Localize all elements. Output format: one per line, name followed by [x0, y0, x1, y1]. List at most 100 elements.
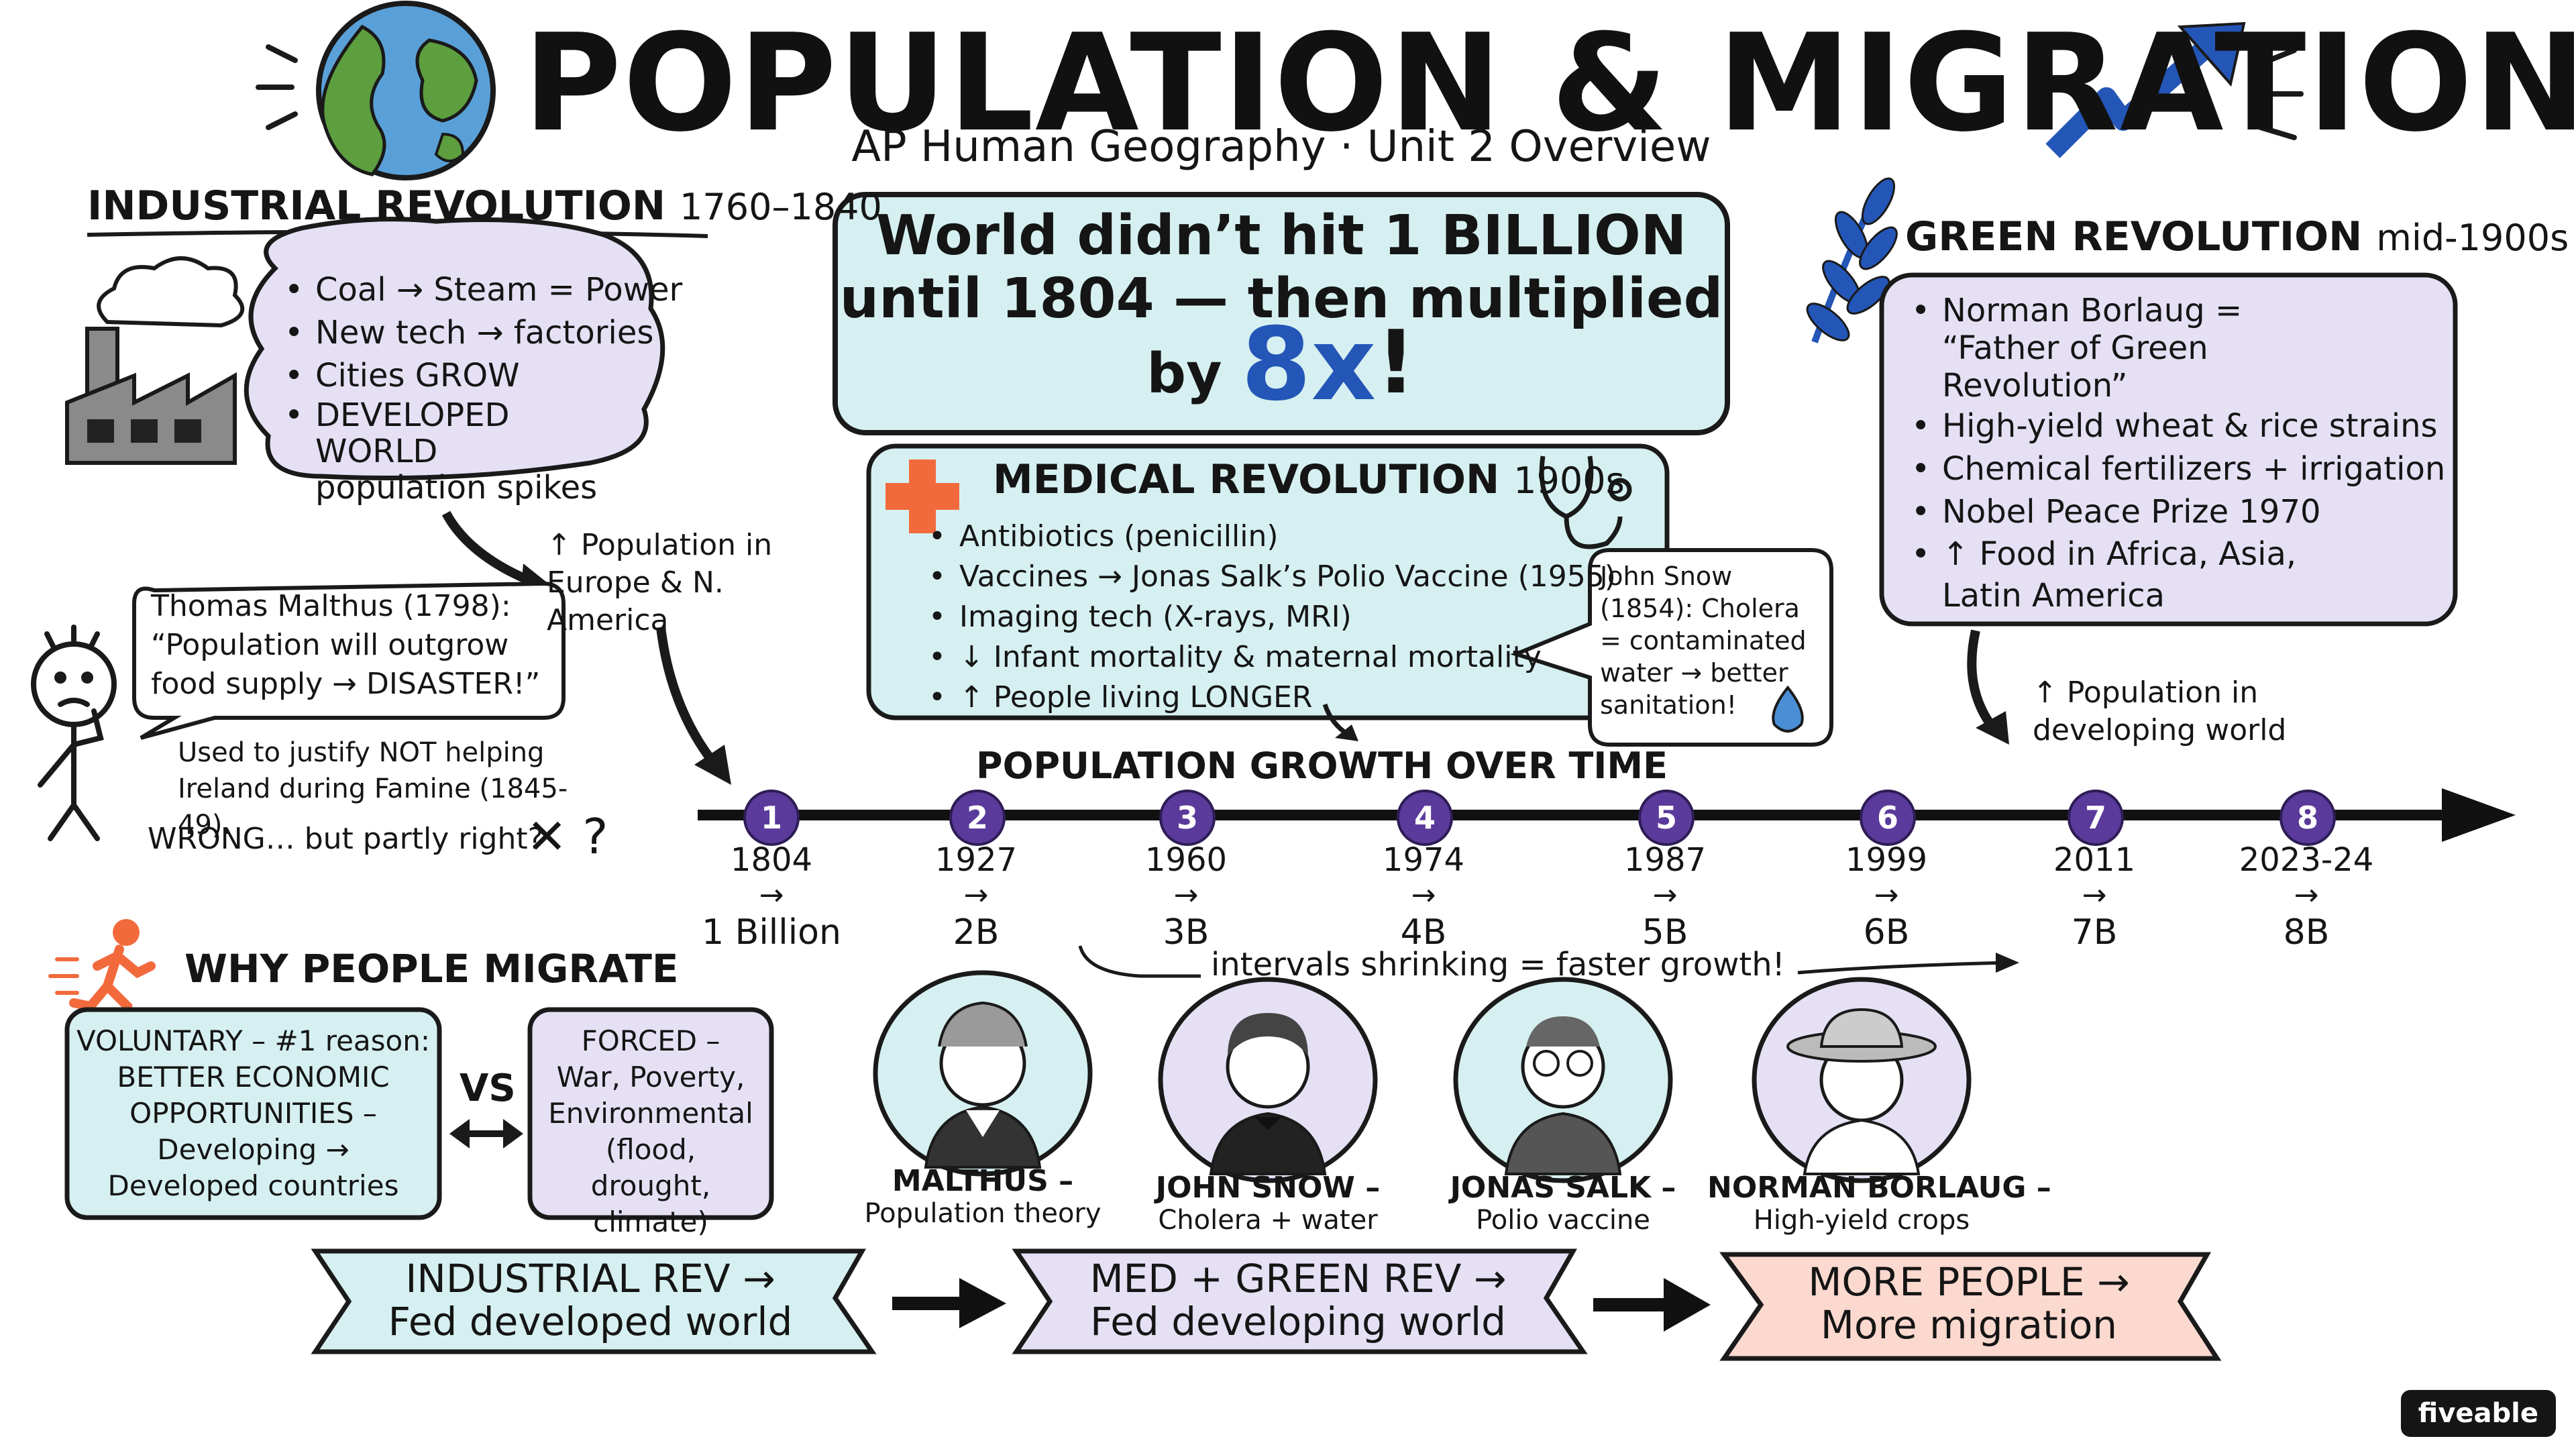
industrial-dates: 1760–1840: [680, 186, 882, 228]
green-item: High-yield wheat & rice strains: [1911, 405, 2472, 447]
snow-note: John Snow (1854): Cholera = contaminated…: [1600, 561, 1807, 720]
green-item: Norman Borlaug = “Father of Green Revolu…: [1911, 292, 2318, 405]
question-marks-icon: ✕ ?: [527, 808, 608, 865]
green-arrow-note: ↑ Population in developing world: [2033, 676, 2287, 747]
timeline-note: intervals shrinking = faster growth!: [1211, 946, 1785, 983]
trend-up-arrow-icon: [2045, 21, 2246, 158]
medical-list: Antibiotics (penicillin) Vaccines → Jona…: [926, 517, 1616, 718]
forced-reasons: War, Poverty, Environmental (flood, drou…: [548, 1061, 753, 1238]
billion-line1: World didn’t hit 1 BILLION: [875, 204, 1687, 268]
ribbon-3: [1719, 1252, 2222, 1361]
medical-item: ↑ People living LONGER: [928, 678, 1616, 718]
industrial-item: Coal → Steam = Power: [284, 268, 682, 311]
timeline-label: 1927 → 2B: [934, 841, 1018, 953]
malthus-speaker: Thomas Malthus (1798):: [151, 589, 511, 623]
green-heading: GREEN REVOLUTION mid-1900s: [1905, 213, 2569, 260]
malthus-quote: Thomas Malthus (1798): “Population will …: [151, 587, 553, 704]
timeline-label: 1987 → 5B: [1623, 841, 1707, 953]
green-item: Chemical fertilizers + irrigation: [1911, 447, 2472, 490]
timeline-node: 4: [1397, 790, 1453, 846]
ribbon-2: [1012, 1248, 1588, 1354]
timeline-label: 2011 → 7B: [2053, 841, 2136, 953]
voluntary-text: VOLUNTARY – #1 reason: BETTER ECONOMIC O…: [67, 1023, 439, 1204]
timeline-node: 6: [1860, 790, 1916, 846]
double-arrow-icon: [449, 1119, 523, 1148]
billion-line2: until 1804 — then multiplied: [839, 267, 1723, 331]
medical-item: ↓ Infant mortality & maternal mortality: [928, 637, 1616, 678]
ribbon-1: [311, 1248, 877, 1354]
timeline-node: 7: [2068, 790, 2124, 846]
timeline-label: 2023-24 → 8B: [2239, 841, 2374, 953]
voluntary-label: VOLUNTARY – #1 reason:: [76, 1024, 431, 1057]
ribbon-1-text: INDUSTRIAL REV → Fed developed world: [388, 1256, 793, 1344]
industrial-list: Coal → Steam = Power New tech → factorie…: [282, 268, 682, 506]
ribbon-2-text: MED + GREEN REV → Fed developing world: [1089, 1256, 1507, 1344]
malthus-speech-bubble: [132, 581, 566, 740]
wheat-icon: [1806, 177, 1898, 343]
malthus-verdict: WRONG… but partly right?: [148, 822, 543, 856]
timeline-node: 3: [1159, 790, 1216, 846]
vs-label: VS: [460, 1067, 516, 1110]
medical-dates: 1900s: [1513, 460, 1625, 502]
industrial-heading: INDUSTRIAL REVOLUTION 1760–1840: [87, 182, 882, 229]
malthus-note: Used to justify NOT helping Ireland duri…: [178, 737, 568, 841]
worried-person-icon: [31, 625, 117, 841]
running-person-icon: [48, 919, 156, 1031]
industrial-heading-text: INDUSTRIAL REVOLUTION: [87, 182, 666, 229]
green-item: Nobel Peace Prize 1970: [1911, 490, 2472, 533]
forced-label: FORCED –: [581, 1024, 720, 1057]
malthus-quote-text: “Population will outgrow food supply → D…: [151, 628, 541, 701]
industrial-item: Cities GROW: [284, 354, 682, 397]
timeline-node: 1: [743, 790, 800, 846]
green-item: ↑ Food in Africa, Asia, Latin America: [1911, 533, 2358, 616]
timeline-heading: POPULATION GROWTH OVER TIME: [976, 745, 1668, 787]
motion-lines: [256, 44, 2304, 140]
forced-box: [527, 1007, 774, 1220]
green-list: Norman Borlaug = “Father of Green Revolu…: [1909, 292, 2472, 616]
globe-icon: [316, 1, 496, 180]
billion-text: World didn’t hit 1 BILLION until 1804 — …: [835, 204, 1727, 416]
medical-item: Vaccines → Jonas Salk’s Polio Vaccine (1…: [928, 557, 1616, 597]
timeline-label: 1960 → 3B: [1144, 841, 1228, 953]
voluntary-direction: Developing → Developed countries: [107, 1133, 399, 1202]
page-subtitle: AP Human Geography · Unit 2 Overview: [851, 122, 1711, 172]
timeline-label: 1999 → 6B: [1845, 841, 1928, 953]
industrial-item: DEVELOPED WORLD population spikes: [284, 397, 610, 506]
medical-item: Antibiotics (penicillin): [928, 517, 1616, 557]
page-title: POPULATION & MIGRATION: [523, 5, 2576, 162]
timeline-node: 5: [1638, 790, 1695, 846]
portrait-caption: MALTHUS – Population theory: [864, 1164, 1102, 1229]
malthus-portrait-icon: [873, 970, 1093, 1177]
timeline-node: 8: [2279, 790, 2336, 846]
portrait-caption: JONAS SALK – Polio vaccine: [1450, 1171, 1676, 1236]
forced-text: FORCED – War, Poverty, Environmental (fl…: [533, 1023, 768, 1240]
billion-8x: 8x: [1241, 307, 1377, 423]
medical-item: Imaging tech (X-rays, MRI): [928, 597, 1616, 637]
timeline-node: 2: [949, 790, 1006, 846]
portrait-caption: NORMAN BORLAUG – High-yield crops: [1707, 1171, 2051, 1236]
voluntary-box: [64, 1007, 442, 1220]
industrial-arrow-note: ↑ Population in Europe & N. America: [547, 528, 773, 637]
ribbon-arrows: [892, 1278, 1711, 1332]
norman-borlaug-portrait-icon: [1752, 977, 1972, 1183]
voluntary-reason: BETTER ECONOMIC OPPORTUNITIES –: [117, 1061, 390, 1130]
medical-heading: MEDICAL REVOLUTION 1900s: [993, 456, 1625, 503]
water-drop-icon: [1772, 685, 1804, 733]
fiveable-logo: fiveable: [2400, 1390, 2556, 1437]
billion-exclaim: !: [1376, 311, 1416, 413]
billion-by: by: [1146, 342, 1222, 406]
portrait-caption: JOHN SNOW – Cholera + water: [1155, 1171, 1381, 1236]
jonas-salk-portrait-icon: [1453, 977, 1673, 1183]
timeline-label: 1974 → 4B: [1382, 841, 1465, 953]
green-heading-text: GREEN REVOLUTION: [1905, 213, 2363, 260]
industrial-item: New tech → factories: [284, 311, 682, 354]
medical-heading-text: MEDICAL REVOLUTION: [993, 456, 1500, 503]
factory-icon: [65, 256, 245, 465]
timeline-label: 1804 → 1 Billion: [702, 841, 841, 953]
john-snow-portrait-icon: [1158, 977, 1378, 1183]
medical-cross-icon: [885, 460, 959, 533]
billion-box: [833, 192, 1730, 435]
ribbon-3-text: MORE PEOPLE → More migration: [1808, 1259, 2130, 1348]
migrate-heading: WHY PEOPLE MIGRATE: [184, 946, 679, 991]
green-dates: mid-1900s: [2376, 217, 2569, 259]
